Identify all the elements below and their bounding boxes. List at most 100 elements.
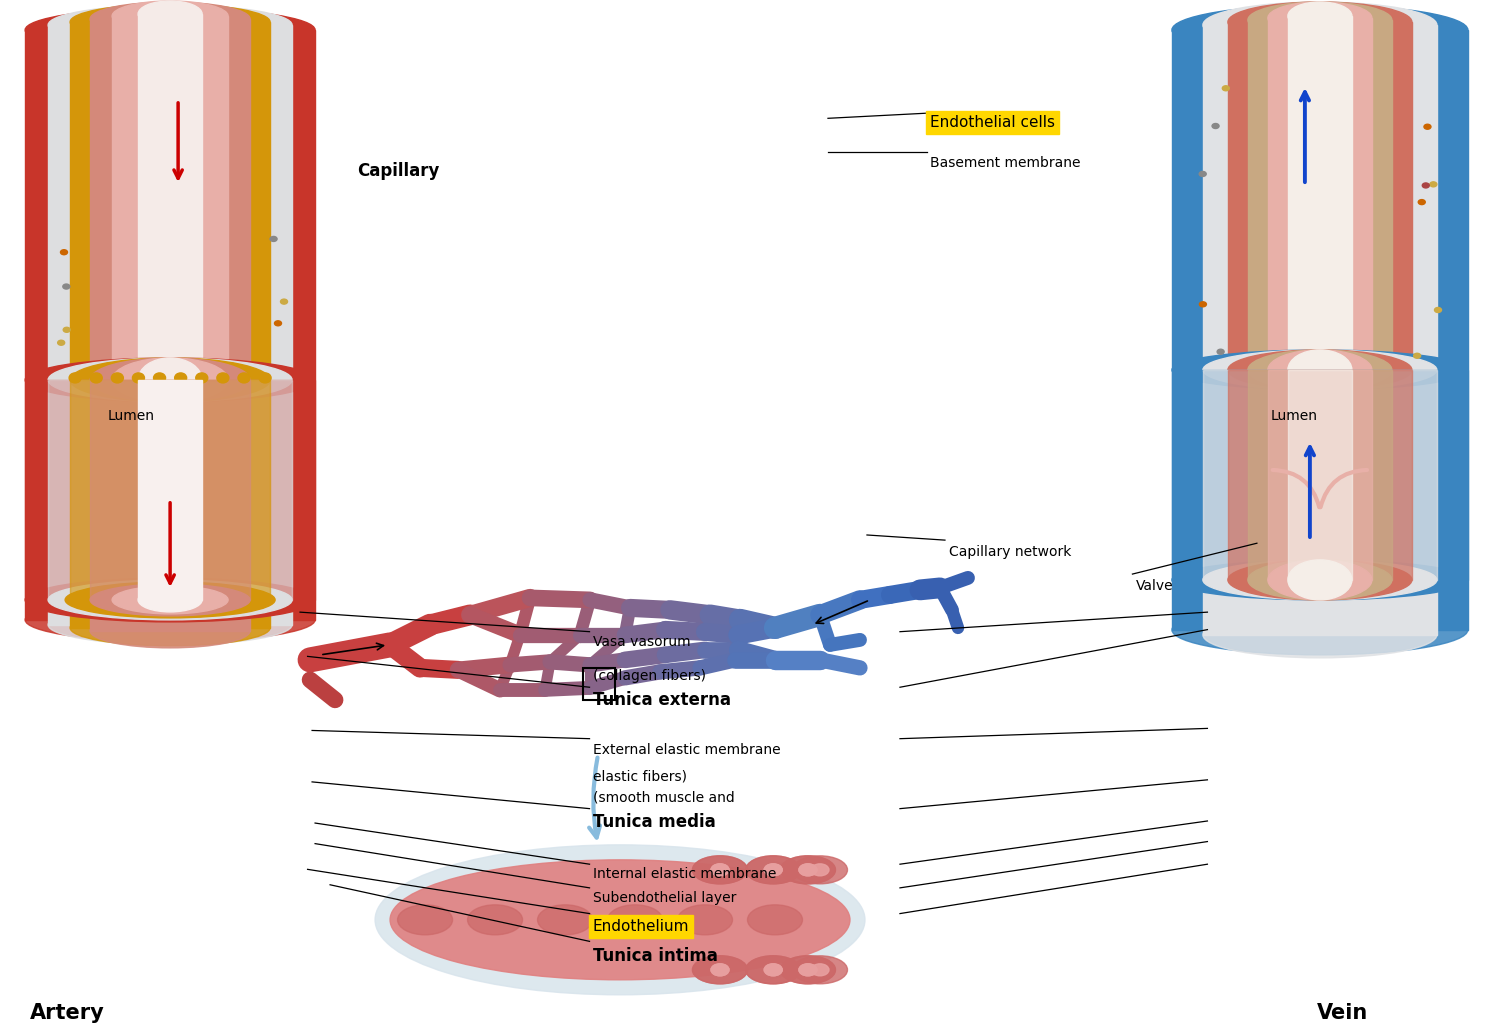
Ellipse shape [780, 956, 836, 984]
Ellipse shape [112, 1, 228, 31]
Ellipse shape [1172, 5, 1468, 55]
Ellipse shape [111, 372, 123, 383]
Ellipse shape [711, 863, 729, 876]
Ellipse shape [375, 845, 866, 995]
Ellipse shape [1200, 301, 1206, 307]
Ellipse shape [711, 964, 729, 975]
Ellipse shape [274, 321, 282, 326]
Ellipse shape [26, 578, 315, 622]
Ellipse shape [711, 863, 729, 876]
Ellipse shape [69, 372, 81, 383]
Ellipse shape [1248, 352, 1392, 388]
Polygon shape [138, 380, 202, 600]
Ellipse shape [26, 8, 315, 52]
Ellipse shape [468, 904, 522, 934]
Ellipse shape [1228, 350, 1412, 390]
Text: Artery: Artery [30, 1003, 105, 1023]
Ellipse shape [780, 856, 836, 884]
Polygon shape [70, 380, 270, 600]
FancyArrowPatch shape [1272, 470, 1318, 507]
Polygon shape [90, 380, 251, 600]
Polygon shape [1248, 20, 1392, 370]
Text: elastic fibers): elastic fibers) [592, 770, 687, 783]
Ellipse shape [780, 956, 836, 984]
Text: Capillary: Capillary [357, 162, 440, 179]
Ellipse shape [1228, 2, 1412, 42]
Ellipse shape [138, 358, 202, 402]
Ellipse shape [1222, 85, 1230, 91]
Ellipse shape [1268, 350, 1372, 390]
Ellipse shape [780, 856, 836, 884]
Ellipse shape [90, 2, 251, 36]
Polygon shape [70, 22, 270, 628]
FancyArrowPatch shape [1320, 470, 1366, 507]
Ellipse shape [90, 372, 102, 383]
Ellipse shape [70, 358, 270, 402]
Ellipse shape [1228, 350, 1412, 390]
Polygon shape [1172, 370, 1468, 580]
Text: Vein: Vein [1317, 1003, 1368, 1023]
Ellipse shape [63, 327, 70, 332]
Polygon shape [1203, 25, 1437, 635]
Ellipse shape [90, 358, 251, 402]
Ellipse shape [1228, 560, 1412, 600]
Ellipse shape [537, 904, 592, 934]
Ellipse shape [1248, 2, 1392, 38]
Ellipse shape [26, 358, 315, 402]
Text: Tunica externa: Tunica externa [592, 691, 730, 709]
Text: External elastic membrane: External elastic membrane [592, 743, 780, 756]
Ellipse shape [800, 863, 818, 876]
Ellipse shape [792, 856, 847, 884]
Ellipse shape [398, 904, 453, 934]
Ellipse shape [1268, 354, 1372, 386]
Text: Lumen: Lumen [108, 410, 154, 424]
Text: Lumen: Lumen [1270, 410, 1317, 424]
Polygon shape [26, 30, 315, 619]
Ellipse shape [260, 372, 272, 383]
Ellipse shape [1198, 172, 1206, 176]
Polygon shape [1203, 370, 1437, 580]
Ellipse shape [1203, 2, 1437, 48]
Polygon shape [1288, 16, 1352, 375]
Ellipse shape [48, 5, 292, 45]
Ellipse shape [1216, 349, 1224, 354]
Text: Subendothelial layer: Subendothelial layer [592, 891, 736, 904]
Ellipse shape [711, 964, 729, 975]
Polygon shape [48, 380, 292, 600]
Ellipse shape [1413, 353, 1420, 358]
Text: (smooth muscle and: (smooth muscle and [592, 790, 735, 804]
Polygon shape [1288, 370, 1352, 580]
Ellipse shape [1430, 182, 1437, 187]
Ellipse shape [1172, 560, 1468, 600]
Ellipse shape [70, 4, 270, 40]
Polygon shape [1228, 22, 1412, 370]
Ellipse shape [1422, 183, 1430, 188]
Polygon shape [90, 19, 251, 631]
Ellipse shape [1424, 125, 1431, 130]
Ellipse shape [112, 358, 228, 402]
Ellipse shape [764, 964, 782, 975]
Ellipse shape [1203, 560, 1437, 600]
Ellipse shape [1434, 308, 1442, 313]
Ellipse shape [746, 956, 801, 984]
Ellipse shape [90, 614, 251, 648]
Ellipse shape [390, 860, 850, 980]
Ellipse shape [280, 299, 288, 305]
Ellipse shape [608, 904, 663, 934]
Ellipse shape [174, 372, 186, 383]
Ellipse shape [90, 583, 251, 616]
Ellipse shape [70, 610, 270, 646]
Ellipse shape [26, 598, 315, 642]
Text: Tunica intima: Tunica intima [592, 947, 717, 964]
Ellipse shape [1248, 560, 1392, 600]
Ellipse shape [138, 1, 202, 27]
Ellipse shape [812, 863, 830, 876]
Polygon shape [112, 16, 228, 380]
Ellipse shape [132, 372, 144, 383]
Polygon shape [1268, 17, 1372, 370]
Ellipse shape [678, 904, 732, 934]
Ellipse shape [693, 956, 747, 984]
Ellipse shape [48, 605, 292, 645]
Text: Tunica media: Tunica media [592, 813, 716, 830]
Ellipse shape [800, 863, 818, 876]
